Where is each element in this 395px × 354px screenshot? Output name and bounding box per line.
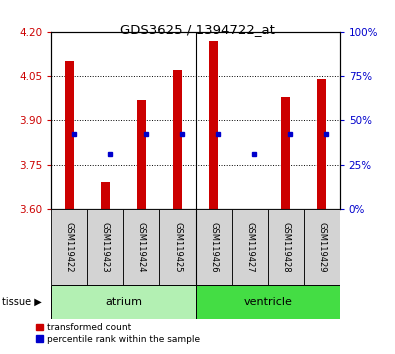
Bar: [173, 70, 182, 209]
Bar: [137, 100, 146, 209]
FancyBboxPatch shape: [267, 209, 304, 285]
Text: GDS3625 / 1394722_at: GDS3625 / 1394722_at: [120, 23, 275, 36]
Text: GSM119424: GSM119424: [137, 222, 146, 272]
FancyBboxPatch shape: [231, 209, 267, 285]
FancyBboxPatch shape: [304, 209, 340, 285]
FancyBboxPatch shape: [51, 285, 196, 319]
Text: tissue ▶: tissue ▶: [2, 297, 42, 307]
Bar: [281, 97, 290, 209]
FancyBboxPatch shape: [196, 209, 231, 285]
FancyBboxPatch shape: [160, 209, 196, 285]
Text: GSM119422: GSM119422: [65, 222, 74, 272]
Text: GSM119425: GSM119425: [173, 222, 182, 272]
Text: GSM119427: GSM119427: [245, 222, 254, 272]
FancyBboxPatch shape: [51, 209, 87, 285]
Legend: transformed count, percentile rank within the sample: transformed count, percentile rank withi…: [36, 323, 200, 344]
Text: GSM119423: GSM119423: [101, 222, 110, 272]
Text: atrium: atrium: [105, 297, 142, 307]
Text: ventricle: ventricle: [243, 297, 292, 307]
FancyBboxPatch shape: [87, 209, 123, 285]
Bar: [101, 182, 110, 209]
FancyBboxPatch shape: [196, 285, 340, 319]
Text: GSM119428: GSM119428: [281, 222, 290, 272]
Text: GSM119429: GSM119429: [317, 222, 326, 272]
Bar: [209, 41, 218, 209]
Bar: [317, 79, 326, 209]
Bar: [65, 61, 74, 209]
Text: GSM119426: GSM119426: [209, 222, 218, 272]
FancyBboxPatch shape: [123, 209, 160, 285]
